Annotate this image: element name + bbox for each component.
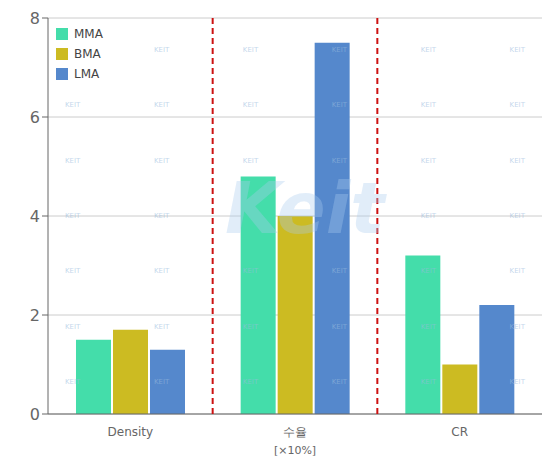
svg-text:KEIT: KEIT (510, 378, 526, 386)
svg-text:KEIT: KEIT (510, 46, 526, 54)
svg-text:KEIT: KEIT (332, 267, 348, 275)
svg-text:KEIT: KEIT (154, 212, 170, 220)
html-text:MMA: MMA (74, 27, 103, 41)
svg-text:KEIT: KEIT (332, 157, 348, 165)
svg-text:KEIT: KEIT (243, 323, 259, 331)
svg-text:KEIT: KEIT (421, 101, 437, 109)
svg-text:2: 2 (30, 306, 40, 325)
svg-text:KEIT: KEIT (154, 101, 170, 109)
svg-text:수율: 수율 (283, 425, 307, 439)
svg-text:KEIT: KEIT (65, 212, 81, 220)
svg-text:KEIT: KEIT (243, 157, 259, 165)
svg-text:KEIT: KEIT (421, 157, 437, 165)
svg-text:4: 4 (30, 207, 40, 226)
svg-text:KEIT: KEIT (421, 212, 437, 220)
svg-text:KEIT: KEIT (332, 101, 348, 109)
svg-text:KEIT: KEIT (65, 378, 81, 386)
svg-text:KEIT: KEIT (421, 267, 437, 275)
html-text:BMA: BMA (74, 47, 101, 61)
svg-text:[×10%]: [×10%] (274, 444, 316, 457)
svg-text:0: 0 (30, 405, 40, 424)
svg-text:6: 6 (30, 108, 40, 127)
svg-text:KEIT: KEIT (243, 267, 259, 275)
svg-text:KEIT: KEIT (65, 157, 81, 165)
svg-text:KEIT: KEIT (332, 378, 348, 386)
svg-text:KEIT: KEIT (154, 46, 170, 54)
svg-text:KEIT: KEIT (154, 378, 170, 386)
svg-text:KEIT: KEIT (65, 267, 81, 275)
svg-text:KEIT: KEIT (243, 378, 259, 386)
svg-text:KEIT: KEIT (421, 378, 437, 386)
svg-text:KEIT: KEIT (154, 267, 170, 275)
svg-text:KEIT: KEIT (421, 46, 437, 54)
svg-text:Keit: Keit (225, 166, 387, 250)
svg-text:KEIT: KEIT (332, 323, 348, 331)
svg-text:KEIT: KEIT (510, 157, 526, 165)
svg-text:CR: CR (451, 425, 468, 439)
svg-text:KEIT: KEIT (510, 212, 526, 220)
svg-text:8: 8 (30, 9, 40, 28)
svg-text:KEIT: KEIT (243, 101, 259, 109)
svg-text:KEIT: KEIT (332, 46, 348, 54)
svg-text:KEIT: KEIT (510, 323, 526, 331)
html-text:LMA: LMA (74, 67, 100, 81)
svg-text:KEIT: KEIT (510, 101, 526, 109)
svg-text:KEIT: KEIT (65, 323, 81, 331)
svg-text:KEIT: KEIT (421, 323, 437, 331)
svg-text:KEIT: KEIT (510, 267, 526, 275)
svg-text:KEIT: KEIT (154, 323, 170, 331)
svg-text:KEIT: KEIT (243, 46, 259, 54)
svg-text:KEIT: KEIT (65, 101, 81, 109)
svg-text:Density: Density (108, 425, 154, 439)
svg-text:KEIT: KEIT (154, 157, 170, 165)
